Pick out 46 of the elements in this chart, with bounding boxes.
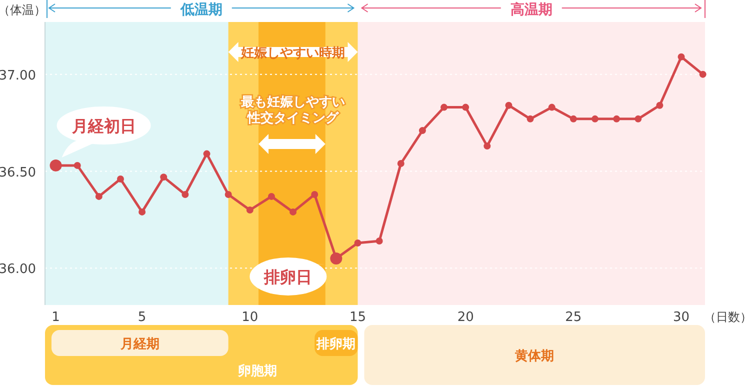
band-label: 低温期 bbox=[179, 2, 222, 18]
x-axis-title: （日数） bbox=[704, 310, 750, 324]
point bbox=[138, 208, 146, 216]
point bbox=[440, 104, 448, 111]
point bbox=[290, 208, 297, 216]
annotation: 月経初日 bbox=[70, 116, 136, 136]
point bbox=[418, 127, 426, 134]
point bbox=[699, 70, 706, 78]
x-tick-label: 30 bbox=[673, 310, 690, 325]
point bbox=[570, 115, 577, 122]
point bbox=[613, 115, 620, 122]
point bbox=[484, 142, 491, 150]
point bbox=[160, 174, 168, 181]
x-tick-label: 5 bbox=[138, 310, 146, 325]
y-tick-label: 36.50 bbox=[0, 165, 36, 180]
point bbox=[656, 102, 664, 109]
point bbox=[634, 115, 642, 122]
point bbox=[182, 191, 189, 198]
y-tick-label: 36.00 bbox=[0, 262, 36, 278]
point bbox=[74, 162, 81, 169]
y-axis-title: （体温） bbox=[0, 3, 46, 17]
band-label: 最も妊娠しやすい性交タイミング bbox=[240, 95, 346, 126]
point bbox=[224, 191, 232, 198]
point bbox=[397, 160, 404, 167]
point bbox=[246, 206, 254, 214]
point bbox=[354, 239, 362, 246]
x-tick-label: 1 bbox=[52, 310, 60, 325]
point bbox=[376, 238, 383, 245]
point bbox=[505, 102, 512, 109]
x-tick-label: 25 bbox=[565, 310, 582, 325]
y-tick-label: 37.00 bbox=[0, 68, 36, 84]
annotation: 排卵日 bbox=[263, 267, 312, 286]
band-label: 高温期 bbox=[510, 1, 552, 18]
point bbox=[526, 115, 534, 122]
point bbox=[592, 115, 598, 122]
x-tick-label: 10 bbox=[242, 310, 258, 325]
x-tick-label: 15 bbox=[349, 310, 366, 325]
point bbox=[311, 191, 318, 198]
point bbox=[95, 192, 102, 200]
point bbox=[268, 192, 275, 200]
point bbox=[462, 104, 470, 111]
point bbox=[203, 150, 210, 158]
point bbox=[548, 104, 556, 111]
point bbox=[116, 176, 124, 183]
x-tick-label: 20 bbox=[457, 310, 474, 325]
point bbox=[678, 53, 685, 60]
